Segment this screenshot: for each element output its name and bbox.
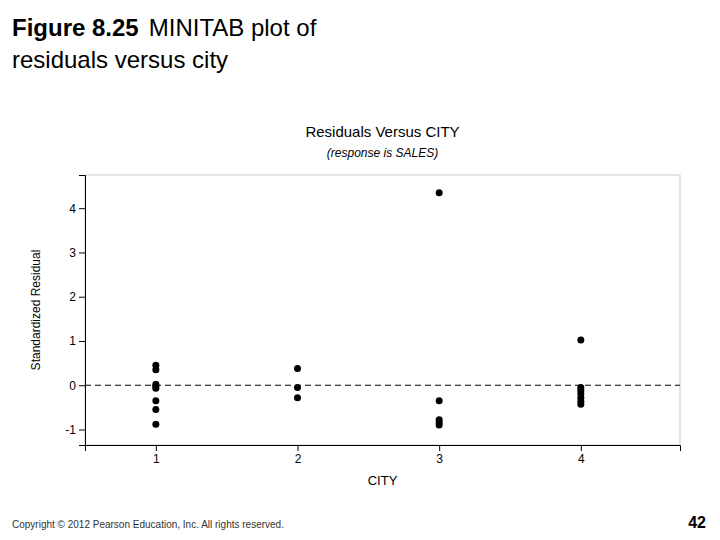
y-axis-tick-label: 4 [69, 202, 76, 216]
y-axis-tick-mark [79, 341, 85, 342]
point [294, 365, 301, 372]
x-axis-tick: 1 [153, 445, 160, 466]
point [152, 397, 159, 404]
x-axis-tick: 2 [295, 445, 302, 466]
y-axis-tick-mark [79, 208, 85, 209]
header-figure: Figure 8.25 [12, 14, 139, 41]
y-axis-tick: 2 [69, 290, 85, 304]
y-axis-tick: 3 [69, 246, 85, 260]
title: Residuals Versus CITY [305, 123, 459, 140]
point [436, 422, 443, 429]
x-axis-tick-mark [581, 445, 582, 451]
y-axis-tick-mark [79, 252, 85, 253]
x-axis-tick-mark [439, 445, 440, 451]
subtitle: (response is SALES) [327, 146, 438, 160]
x-axis-line [86, 446, 681, 452]
y-axis-tick-label: 1 [69, 334, 76, 348]
plot-frame [85, 175, 680, 445]
y-axis-tick-mark [79, 385, 85, 386]
x-axis-tick: 3 [436, 445, 443, 466]
marks [85, 189, 680, 428]
point [152, 366, 159, 373]
y-axis-tick-label: 3 [69, 246, 76, 260]
y-axis-tick: 1 [69, 334, 85, 348]
plot: 1 2 3 4 -1 0 1 2 3 4 [65, 175, 680, 466]
header-text: MINITAB plot of [149, 14, 317, 41]
x-axis-tick-label: 2 [295, 452, 302, 466]
y-axis-tick-label: 2 [69, 290, 76, 304]
y-axis-line [79, 176, 86, 446]
y-axis-tick: -1 [65, 423, 85, 437]
x-axis-label: CITY [368, 473, 398, 488]
y-axis: -1 0 1 2 3 4 [65, 176, 85, 446]
point [577, 337, 584, 344]
y-axis-tick-label: 0 [69, 379, 76, 393]
point [152, 406, 159, 413]
point [436, 189, 443, 196]
header-text: residuals versus city [12, 46, 228, 73]
x-axis-tick-mark [298, 445, 299, 451]
y-axis-tick-mark [79, 430, 85, 431]
x-axis-tick: 4 [578, 445, 585, 466]
reference-line [85, 385, 680, 386]
y-axis-tick: 0 [69, 379, 85, 393]
y-axis-tick: 4 [69, 202, 85, 216]
point [577, 401, 584, 408]
point [152, 421, 159, 428]
y-axis-tick-label: -1 [65, 423, 76, 437]
chart: Figure 8.25 MINITAB plot of residuals vers… [0, 0, 720, 540]
x-axis-tick-label: 4 [578, 452, 585, 466]
x-axis: 1 2 3 4 [86, 445, 681, 466]
y-axis-label: Standardized Residual [29, 250, 43, 371]
x-axis-tick-mark [156, 445, 157, 451]
page-number: 42 [688, 514, 706, 531]
y-axis-tick-mark [79, 297, 85, 298]
x-axis-tick-label: 1 [153, 452, 160, 466]
point [436, 397, 443, 404]
point [294, 384, 301, 391]
footer: Copyright © 2012 Pearson Education, Inc.… [12, 519, 284, 530]
point [152, 385, 159, 392]
point [294, 394, 301, 401]
x-axis-tick-label: 3 [436, 452, 443, 466]
